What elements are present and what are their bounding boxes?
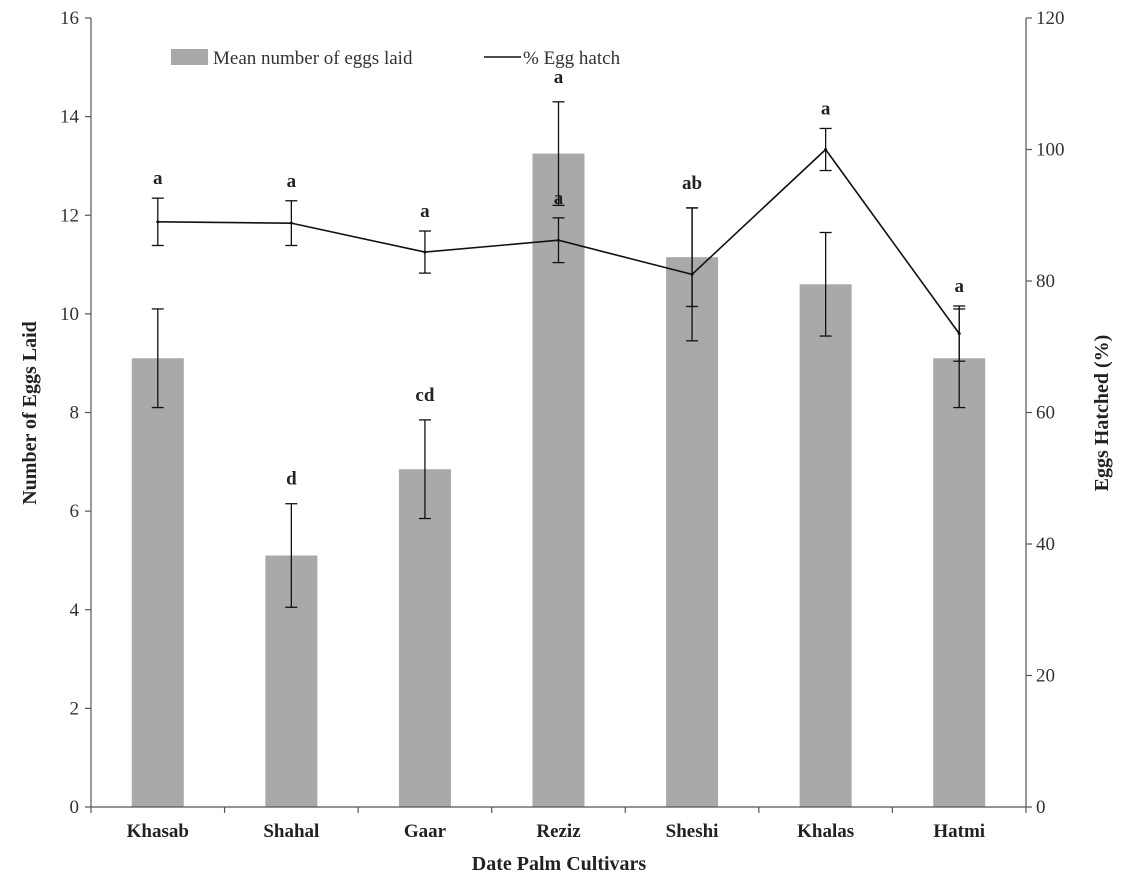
legend-bar-swatch bbox=[171, 49, 208, 65]
significance-labels: d cd a ab a a a a a a bbox=[153, 67, 964, 490]
hatch-error-shahal bbox=[285, 200, 298, 247]
x-tick-label: Gaar bbox=[404, 821, 447, 842]
y-tick-label: 0 bbox=[70, 797, 80, 818]
hatch-error-sheshi bbox=[686, 207, 699, 342]
y-tick-label: 8 bbox=[70, 403, 80, 424]
legend-line-label: % Egg hatch bbox=[523, 48, 621, 69]
hatch-error-khalas bbox=[819, 127, 832, 172]
bar-significance-label: cd bbox=[415, 385, 434, 406]
bar-khalas bbox=[799, 284, 852, 808]
bar-significance-label: a bbox=[554, 67, 564, 88]
bar-significance-label: d bbox=[286, 469, 297, 490]
y2-tick-label: 20 bbox=[1036, 666, 1055, 687]
bar-sheshi bbox=[666, 257, 719, 807]
hatch-significance-label: a bbox=[821, 98, 831, 119]
x-axis-title: Date Palm Cultivars bbox=[472, 853, 647, 875]
y2-tick-label: 120 bbox=[1036, 8, 1065, 29]
hatch-error-reziz bbox=[552, 217, 565, 264]
y2-tick-label: 100 bbox=[1036, 140, 1065, 161]
hatch-significance-label: a bbox=[954, 276, 964, 297]
line-series bbox=[151, 127, 966, 362]
bar-error-khalas bbox=[819, 231, 832, 337]
y-tick-label: 10 bbox=[60, 304, 79, 325]
y-tick-label: 4 bbox=[70, 600, 80, 621]
y-tick-label: 14 bbox=[60, 107, 80, 128]
y-axis-title: Number of Eggs Laid bbox=[19, 321, 41, 505]
hatch-significance-label: a bbox=[153, 168, 163, 189]
hatch-significance-label: a bbox=[554, 188, 564, 209]
x-tick-label: Khasab bbox=[127, 821, 189, 842]
x-tick-label: Shahal bbox=[263, 821, 319, 842]
bar-hatmi bbox=[933, 358, 986, 807]
y2-tick-label: 0 bbox=[1036, 797, 1046, 818]
x-tick-label: Reziz bbox=[536, 821, 581, 842]
hatch-error-hatmi bbox=[953, 305, 966, 362]
y2-tick-label: 80 bbox=[1036, 271, 1055, 292]
x-tick-label: Sheshi bbox=[666, 821, 719, 842]
bar-error-khasab bbox=[151, 308, 164, 409]
x-tick-label: Khalas bbox=[797, 821, 854, 842]
axes: 0 2 4 6 8 10 12 14 16 0 20 40 60 80 100 120 Khasab Shahal… bbox=[60, 8, 1065, 842]
bar-khasab bbox=[131, 358, 184, 807]
hatch-significance-label: a bbox=[420, 201, 430, 222]
y-tick-label: 16 bbox=[60, 8, 79, 29]
bar-significance-label: ab bbox=[682, 173, 702, 194]
y-tick-label: 2 bbox=[70, 698, 80, 719]
y-tick-label: 6 bbox=[70, 501, 80, 522]
y2-axis-title: Eggs Hatched (%) bbox=[1091, 335, 1113, 492]
bar-error-reziz bbox=[552, 101, 565, 207]
x-tick-label: Hatmi bbox=[933, 821, 985, 842]
bar-error-gaar bbox=[418, 419, 431, 520]
y2-tick-label: 40 bbox=[1036, 534, 1055, 555]
hatch-significance-label: a bbox=[287, 171, 297, 192]
legend: Mean number of eggs laid % Egg hatch bbox=[171, 48, 621, 69]
bar-gaar bbox=[398, 469, 451, 807]
y-tick-label: 12 bbox=[60, 205, 79, 226]
hatch-error-gaar bbox=[418, 230, 431, 274]
y2-tick-label: 60 bbox=[1036, 403, 1055, 424]
bar-error-shahal bbox=[285, 503, 298, 608]
legend-bar-label: Mean number of eggs laid bbox=[213, 48, 413, 69]
hatch-error-khasab bbox=[151, 197, 164, 247]
